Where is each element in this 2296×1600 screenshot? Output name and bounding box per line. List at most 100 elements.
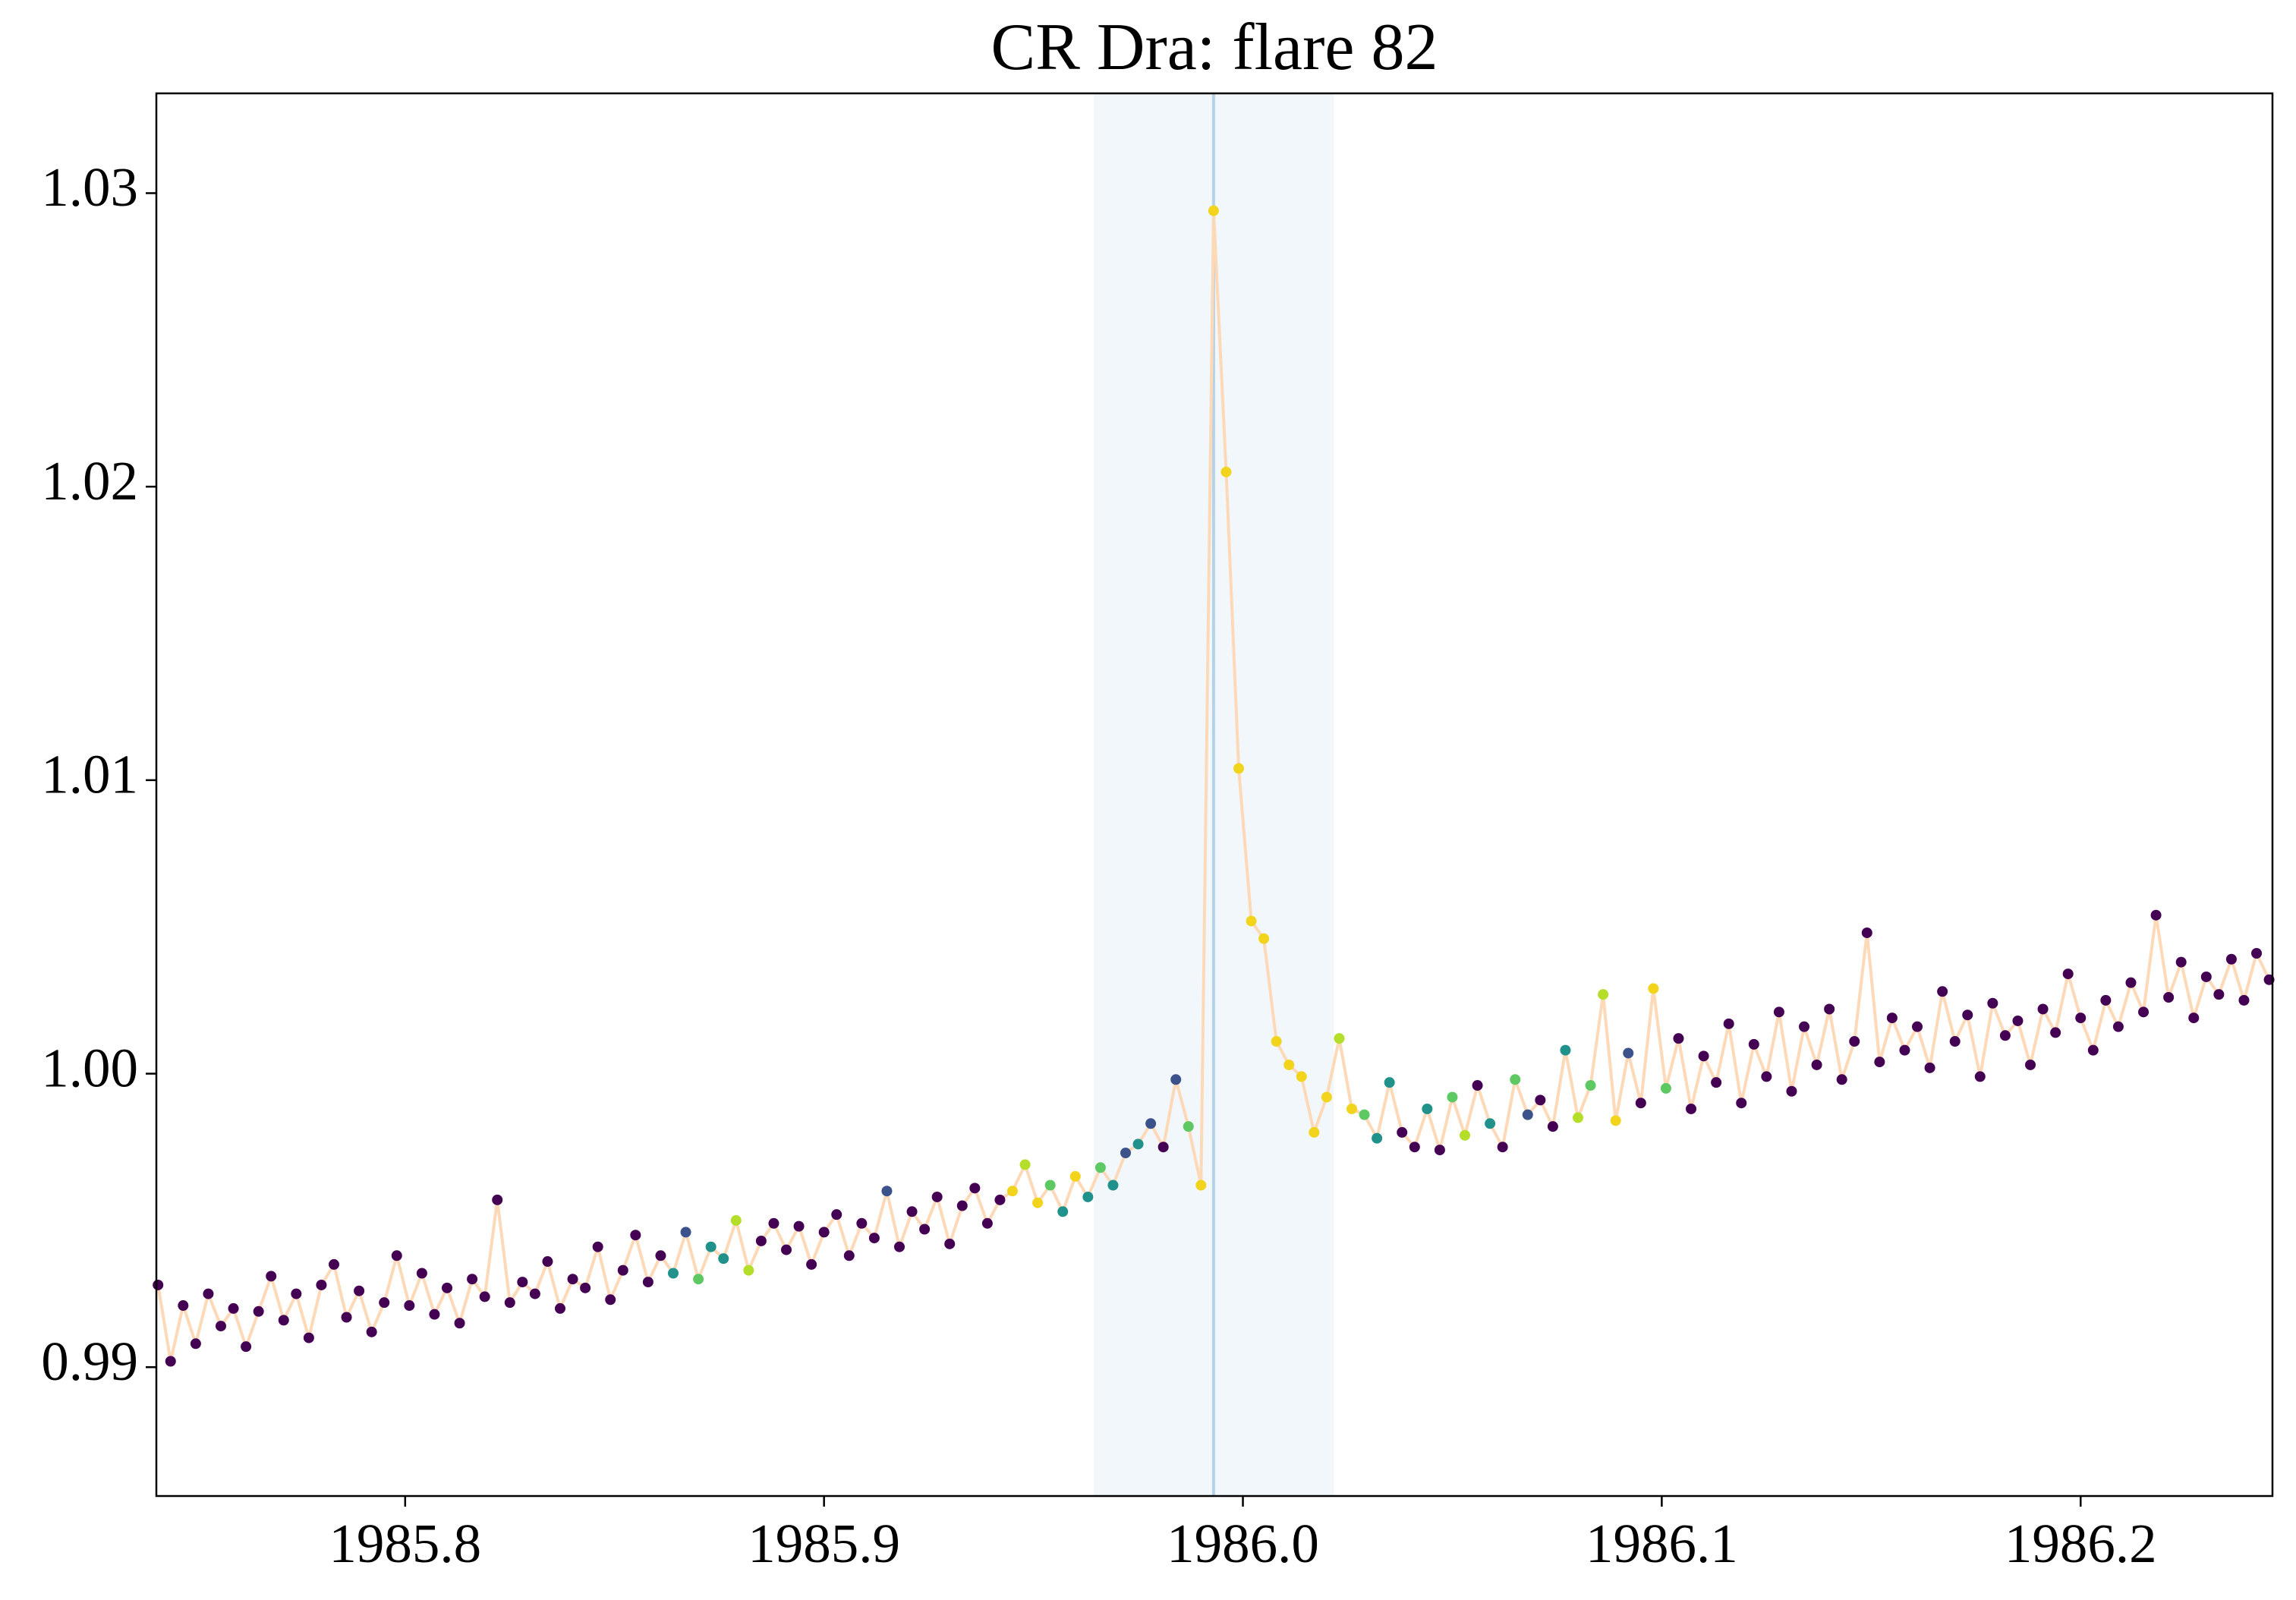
data-point: [580, 1282, 591, 1293]
data-point: [241, 1341, 252, 1353]
data-point: [2087, 1044, 2099, 1056]
data-point: [1849, 1036, 1860, 1047]
data-point: [1296, 1071, 1307, 1082]
data-point: [2062, 969, 2074, 980]
data-point: [1497, 1142, 1508, 1153]
data-point: [1019, 1159, 1031, 1170]
data-point: [1434, 1145, 1445, 1156]
x-tick-label: 1985.9: [748, 1513, 900, 1574]
x-tick-label: 1985.8: [329, 1513, 481, 1574]
data-point: [1082, 1191, 1094, 1202]
data-point: [1157, 1142, 1169, 1153]
data-point: [2125, 977, 2137, 988]
data-point: [906, 1206, 918, 1217]
data-point: [178, 1300, 189, 1312]
data-point: [2163, 992, 2175, 1003]
data-point: [818, 1227, 830, 1238]
data-point: [592, 1241, 603, 1252]
data-point: [354, 1285, 365, 1296]
data-point: [1283, 1059, 1295, 1070]
data-point: [1107, 1180, 1119, 1191]
data-point: [1899, 1044, 1910, 1056]
data-point: [1773, 1006, 1784, 1018]
data-point: [2200, 971, 2212, 982]
data-point: [843, 1250, 855, 1261]
data-point: [1271, 1036, 1282, 1047]
data-point: [1233, 763, 1245, 774]
data-point: [366, 1326, 377, 1337]
data-point: [454, 1318, 465, 1329]
data-point: [1057, 1206, 1069, 1217]
data-point: [881, 1186, 893, 1197]
data-point: [1547, 1121, 1558, 1132]
data-point: [529, 1288, 540, 1299]
data-point: [215, 1321, 226, 1332]
data-point: [630, 1230, 641, 1241]
data-point: [1824, 1003, 1835, 1015]
data-point: [1723, 1018, 1734, 1029]
data-point: [793, 1220, 805, 1232]
x-tick-label: 1986.1: [1586, 1513, 1738, 1574]
data-point: [1736, 1098, 1747, 1109]
data-point: [165, 1356, 176, 1367]
data-point: [1258, 933, 1270, 944]
data-point: [1912, 1021, 1923, 1032]
data-point: [303, 1332, 314, 1343]
data-point: [504, 1297, 515, 1309]
data-point: [680, 1227, 691, 1238]
data-point: [1949, 1036, 1961, 1047]
data-point: [542, 1256, 553, 1268]
data-point: [1044, 1180, 1056, 1191]
data-point: [780, 1244, 792, 1255]
data-point: [2251, 948, 2263, 959]
data-point: [956, 1200, 968, 1211]
data-point: [2037, 1003, 2049, 1015]
data-point: [467, 1274, 478, 1285]
data-point: [1422, 1103, 1433, 1114]
data-point: [2112, 1021, 2124, 1032]
data-point: [2100, 994, 2112, 1006]
data-point: [1585, 1080, 1596, 1091]
data-point: [931, 1191, 943, 1202]
data-point: [2225, 953, 2237, 965]
data-point: [1384, 1077, 1395, 1088]
data-point: [1309, 1126, 1320, 1138]
data-point: [1485, 1118, 1496, 1129]
data-point: [2238, 994, 2250, 1006]
data-point: [1145, 1118, 1157, 1129]
data-point: [1748, 1038, 1759, 1050]
data-point: [1761, 1071, 1772, 1082]
data-point: [1472, 1080, 1483, 1091]
data-point: [617, 1265, 628, 1276]
y-tick-label: 1.01: [41, 744, 138, 805]
data-point: [1372, 1132, 1383, 1144]
data-point: [1999, 1030, 2011, 1041]
data-point: [994, 1194, 1006, 1205]
data-point: [768, 1217, 780, 1229]
data-point: [404, 1300, 415, 1312]
data-point: [328, 1258, 339, 1270]
data-point: [1170, 1074, 1182, 1085]
data-point: [391, 1250, 402, 1261]
data-point: [1007, 1186, 1019, 1197]
data-point: [1208, 205, 1219, 216]
data-point: [1409, 1142, 1420, 1153]
data-point: [1522, 1109, 1533, 1120]
data-point: [429, 1309, 440, 1320]
data-point: [730, 1214, 742, 1226]
data-point: [1698, 1050, 1709, 1062]
data-point: [1987, 997, 1998, 1009]
data-point: [1786, 1085, 1797, 1097]
data-point: [479, 1291, 490, 1302]
data-point: [1937, 986, 1948, 997]
data-point: [341, 1312, 352, 1323]
data-point: [868, 1233, 880, 1244]
data-point: [278, 1315, 289, 1326]
data-point: [2213, 989, 2225, 1000]
data-point: [1686, 1103, 1697, 1114]
data-point: [642, 1277, 654, 1288]
data-point: [153, 1279, 164, 1290]
data-point: [1886, 1013, 1898, 1024]
data-point: [441, 1282, 452, 1293]
